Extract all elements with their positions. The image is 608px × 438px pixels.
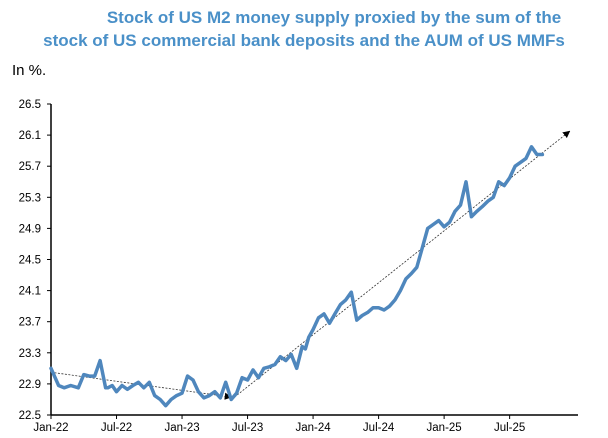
series-line-m2-proxy bbox=[49, 145, 545, 408]
x-tick-label: Jul-22 bbox=[101, 422, 132, 434]
y-tick-label: 25.7 bbox=[19, 161, 41, 173]
y-tick-label: 22.5 bbox=[19, 410, 41, 422]
x-tick-label: Jul-23 bbox=[232, 422, 263, 434]
y-axis-unit-label: In %. bbox=[12, 62, 47, 79]
y-tick-label: 24.5 bbox=[19, 255, 41, 267]
y-tick-label: 24.9 bbox=[19, 223, 41, 235]
y-tick-label: 25.3 bbox=[19, 192, 41, 204]
y-tick-label: 26.5 bbox=[19, 99, 41, 111]
y-tick-label: 26.1 bbox=[19, 130, 41, 142]
chart-title-line1: Stock of US M2 money supply proxied by t… bbox=[106, 8, 562, 27]
x-tick-label: Jul-24 bbox=[363, 422, 395, 434]
y-tick-label: 23.7 bbox=[19, 317, 41, 329]
x-tick-label: Jul-25 bbox=[494, 422, 525, 434]
x-tick-label: Jan-23 bbox=[164, 422, 199, 434]
x-tick-label: Jan-25 bbox=[427, 422, 462, 434]
chart-title-line2: stock of US commercial bank deposits and… bbox=[43, 31, 565, 50]
y-tick-label: 22.9 bbox=[19, 379, 41, 391]
trend-arrow-2 bbox=[234, 130, 571, 398]
y-tick-label: 24.1 bbox=[19, 286, 41, 298]
y-tick-label: 23.3 bbox=[19, 348, 41, 360]
x-tick-label: Jan-22 bbox=[33, 422, 68, 434]
x-tick-label: Jan-24 bbox=[295, 422, 331, 434]
chart-title: Stock of US M2 money supply proxied by t… bbox=[0, 6, 608, 52]
